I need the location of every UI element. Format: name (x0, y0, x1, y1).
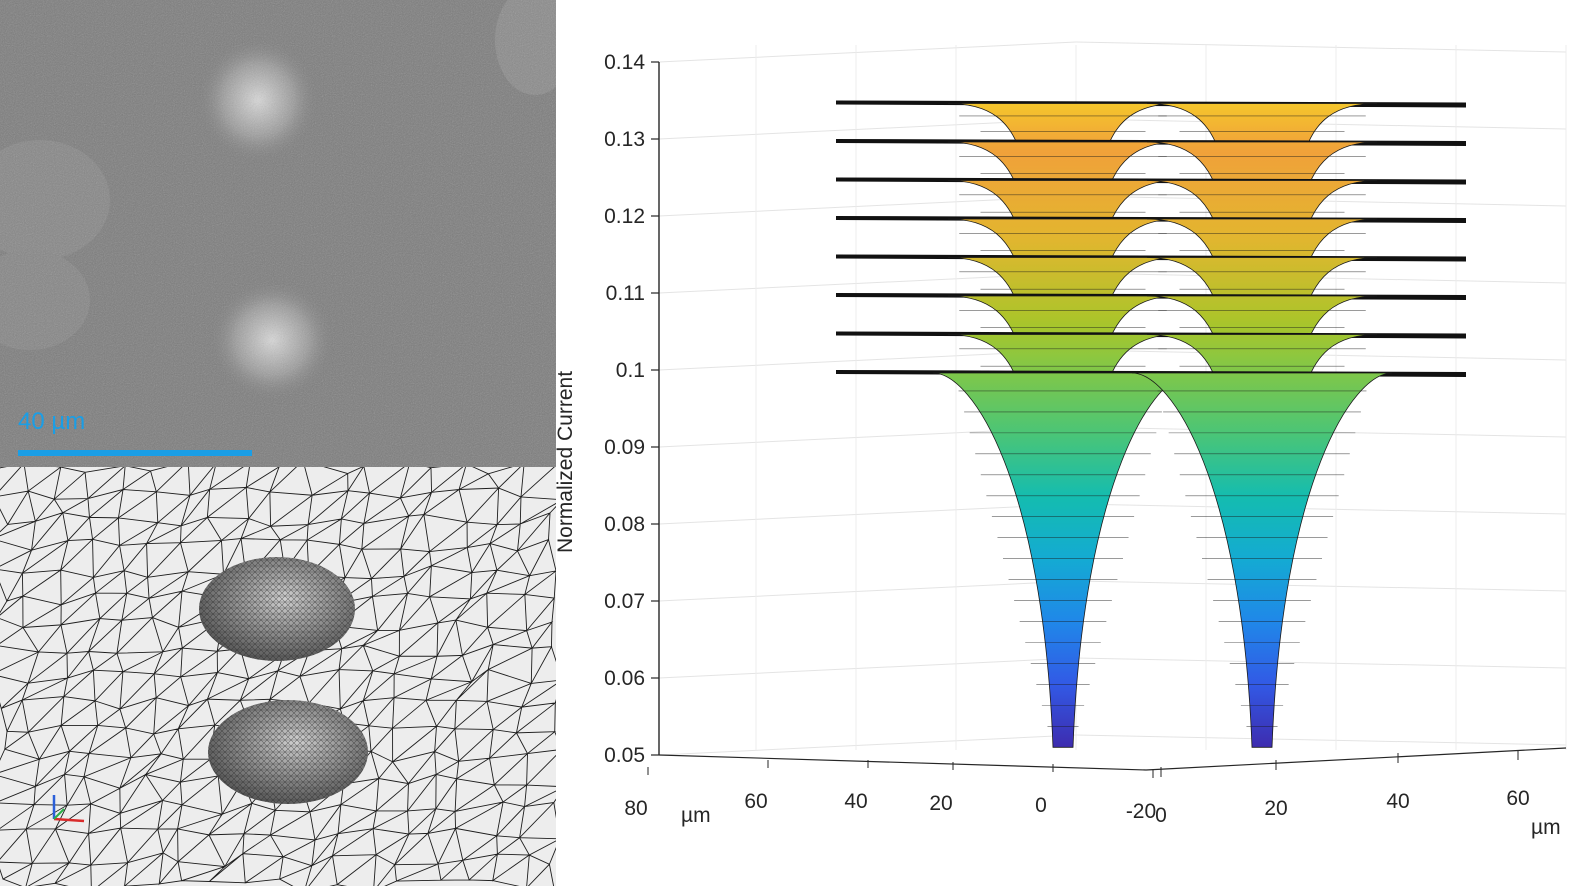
z-tick-label: 0.08 (604, 513, 645, 536)
scalebar (18, 450, 252, 456)
well-1 (932, 372, 1194, 748)
y-tick-label: 0 (1155, 804, 1167, 827)
micrograph-drawing (0, 0, 556, 467)
z-tick-label: 0.12 (604, 205, 645, 228)
mesh-drawing (0, 467, 556, 886)
z-tick-label: 0.06 (604, 667, 645, 690)
x-tick-label: 20 (929, 792, 952, 815)
surface-layer-0.135 (836, 100, 1466, 163)
z-tick-label: 0.07 (604, 590, 645, 613)
surface-layer-0.125 (836, 177, 1466, 248)
fem-mesh-view (0, 467, 556, 886)
y-tick-label: 20 (1264, 797, 1287, 820)
micrograph-image: 40 µm (0, 0, 556, 467)
coordinate-triad-icon (52, 795, 85, 823)
z-axis-label: Normalized Current (556, 371, 577, 553)
z-tick-label: 0.13 (604, 128, 645, 151)
z-tick-label: 0.09 (604, 436, 645, 459)
z-tick-label: 0.1 (616, 359, 645, 382)
x-tick-label: 80 (624, 797, 647, 820)
surface-layer-0.115 (836, 254, 1466, 325)
surface-layer-0.1 (836, 370, 1466, 748)
scalebar-label: 40 µm (18, 408, 86, 435)
surface-layer-0.105 (836, 331, 1466, 402)
surface-chart: 0.14 0.13 0.12 0.11 0.1 0.09 0.08 0.07 0.06 0.05 8… (556, 0, 1596, 886)
z-tick-label: 0.11 (606, 282, 645, 305)
x-tick-label: -20 (1126, 800, 1156, 823)
x-unit-label: µm (681, 804, 711, 827)
x-tick-label: 0 (1035, 794, 1047, 817)
z-tick-label: 0.14 (604, 51, 645, 74)
well-2 (1131, 372, 1393, 748)
surface-layer-0.13 (836, 139, 1466, 209)
y-axis-line (1145, 747, 1567, 771)
y-tick-label: 40 (1386, 790, 1409, 813)
z-tick-label: 0.05 (604, 744, 645, 767)
x-tick-label: 60 (744, 790, 767, 813)
surface-chart-svg: 0.14 0.13 0.12 0.11 0.1 0.09 0.08 0.07 0.06 0.05 8… (556, 41, 1567, 839)
x-tick-label: 40 (844, 790, 867, 813)
y-tick-label: 60 (1506, 787, 1529, 810)
x-axis-line (658, 754, 1147, 771)
y-unit-label: µm (1531, 816, 1561, 839)
